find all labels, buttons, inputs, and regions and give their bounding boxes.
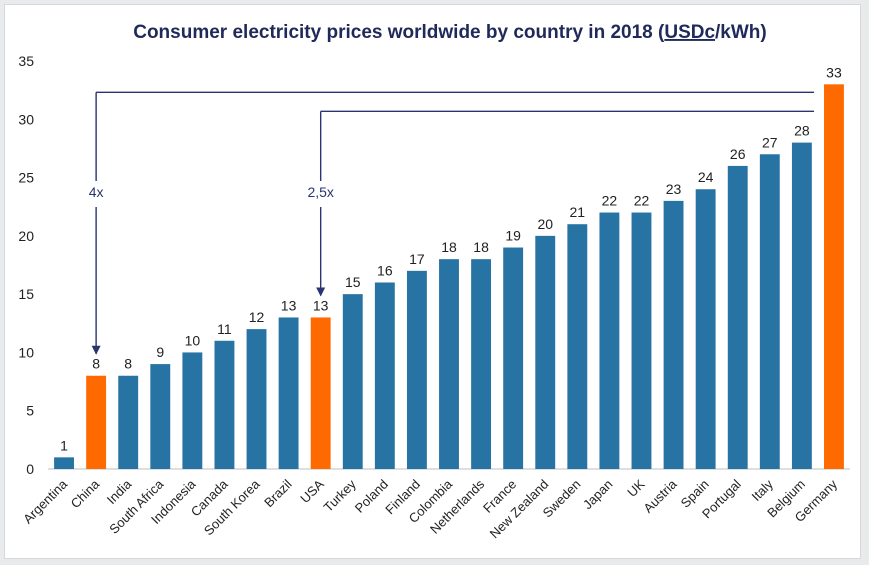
data-label: 12 (249, 309, 265, 325)
category-label: Turkey (321, 476, 360, 515)
annotations: 4x 2,5x (89, 91, 815, 355)
bar (567, 224, 588, 469)
bar (791, 142, 812, 469)
bar (503, 247, 524, 469)
category-label: Brazil (261, 476, 295, 510)
bar (599, 212, 620, 470)
y-tick-label: 35 (18, 53, 34, 69)
data-label: 9 (156, 344, 164, 360)
y-tick-label: 20 (18, 228, 34, 244)
arrow-head (316, 287, 326, 297)
category-label: Austria (640, 476, 680, 516)
bar (663, 200, 684, 469)
bar (695, 189, 716, 469)
data-label: 19 (505, 228, 521, 244)
y-tick-label: 25 (18, 170, 34, 186)
bar (150, 364, 171, 469)
bar (214, 340, 235, 469)
data-label: 8 (92, 356, 100, 372)
data-label: 26 (730, 146, 746, 162)
data-label: 13 (313, 297, 329, 313)
bar (342, 294, 363, 469)
category-label: UK (624, 476, 648, 500)
arrow-head (91, 345, 101, 355)
y-tick-label: 30 (18, 111, 34, 127)
bar (246, 329, 267, 469)
category-label: Argentina (20, 476, 71, 527)
data-label: 33 (826, 64, 842, 80)
bar (759, 154, 780, 469)
bar (86, 375, 107, 469)
data-label: 23 (666, 181, 682, 197)
bar (278, 317, 299, 469)
bar (374, 282, 395, 469)
bar (471, 259, 492, 469)
data-label: 1 (60, 437, 68, 453)
data-label: 11 (217, 321, 232, 337)
data-label: 13 (281, 297, 297, 313)
y-tick-label: 0 (26, 461, 34, 477)
data-label: 8 (124, 356, 132, 372)
data-label: 17 (409, 251, 425, 267)
bar (631, 212, 652, 470)
chart-panel (4, 4, 861, 559)
y-tick-label: 10 (18, 344, 34, 360)
data-label: 18 (473, 239, 489, 255)
data-label: 28 (794, 123, 810, 139)
bar (182, 352, 203, 469)
data-label: 20 (537, 216, 553, 232)
data-label: 22 (602, 193, 618, 209)
bar (310, 317, 331, 469)
bar (727, 165, 748, 469)
data-label: 15 (345, 274, 361, 290)
bar (439, 259, 459, 469)
y-tick-label: 15 (18, 286, 34, 302)
data-label: 24 (698, 169, 714, 185)
y-tick-label: 5 (26, 403, 34, 419)
annotation-label: 2,5x (307, 184, 333, 200)
category-label: Japan (580, 477, 616, 513)
category-label: China (68, 476, 103, 511)
chart-title: Consumer electricity prices worldwide by… (133, 22, 767, 43)
data-label: 27 (762, 134, 778, 150)
annotation-label: 4x (89, 184, 104, 200)
data-label: 10 (185, 332, 201, 348)
bar (535, 235, 556, 469)
data-label: 16 (377, 262, 393, 278)
data-label: 22 (634, 193, 650, 209)
bar (54, 457, 74, 469)
title-unit: USDc (664, 22, 715, 43)
bar (118, 375, 139, 469)
category-label: Italy (748, 476, 776, 504)
bar (824, 84, 844, 470)
data-label: 18 (441, 239, 457, 255)
bar (406, 270, 427, 469)
data-label: 21 (570, 204, 586, 220)
